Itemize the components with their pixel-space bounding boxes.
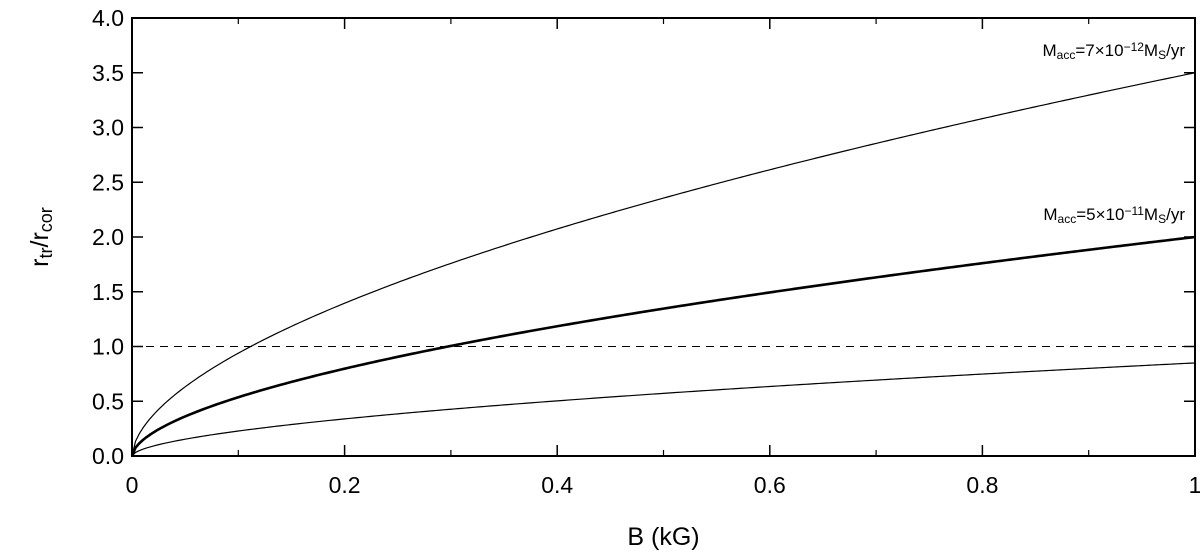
y-axis-label-sub-cor: cor	[36, 207, 56, 232]
y-axis-label-sub-tr: tr	[36, 247, 56, 258]
y-tick-label: 0.5	[92, 388, 124, 414]
y-axis-label: rtr/rcor	[26, 207, 56, 267]
x-tick-label: 0.4	[541, 472, 573, 498]
y-tick-label: 1.0	[92, 334, 124, 360]
x-tick-label: 0.8	[966, 472, 998, 498]
x-tick-label: 0.6	[754, 472, 786, 498]
y-tick-label: 1.5	[92, 279, 124, 305]
y-tick-label: 0.0	[92, 443, 124, 469]
series-layer	[130, 72, 1196, 457]
annotation-macc-7e-12: Macc=7×10−12MS/yr	[1042, 39, 1185, 61]
plot-frame	[131, 17, 1196, 457]
y-axis-label-base: r	[26, 258, 54, 266]
annotation-macc-5e-11: Macc=5×10−11MS/yr	[1043, 204, 1185, 226]
series-line-2	[131, 362, 1196, 457]
y-axis-label-sep: /r	[26, 232, 54, 247]
series-line-1	[130, 235, 1196, 457]
y-tick-label: 2.0	[92, 224, 124, 250]
y-tick-label: 2.5	[92, 169, 124, 195]
series-line-0	[131, 72, 1196, 457]
x-tick-label: 0.2	[329, 472, 361, 498]
y-tick-label: 3.5	[92, 60, 124, 86]
x-tick-label: 0	[126, 472, 139, 498]
x-tick-label: 1	[1189, 472, 1200, 498]
tick-labels-layer: 0 0.2 0.4 0.6 0.8 1 0.0 0.5 1.0 1.5 2.0 2.5 3.0 3.5 4.…	[92, 5, 1200, 498]
x-axis-label: B (kG)	[627, 523, 699, 551]
y-tick-label: 3.0	[92, 115, 124, 141]
ticks-layer	[131, 17, 1196, 457]
y-tick-label: 4.0	[92, 5, 124, 31]
